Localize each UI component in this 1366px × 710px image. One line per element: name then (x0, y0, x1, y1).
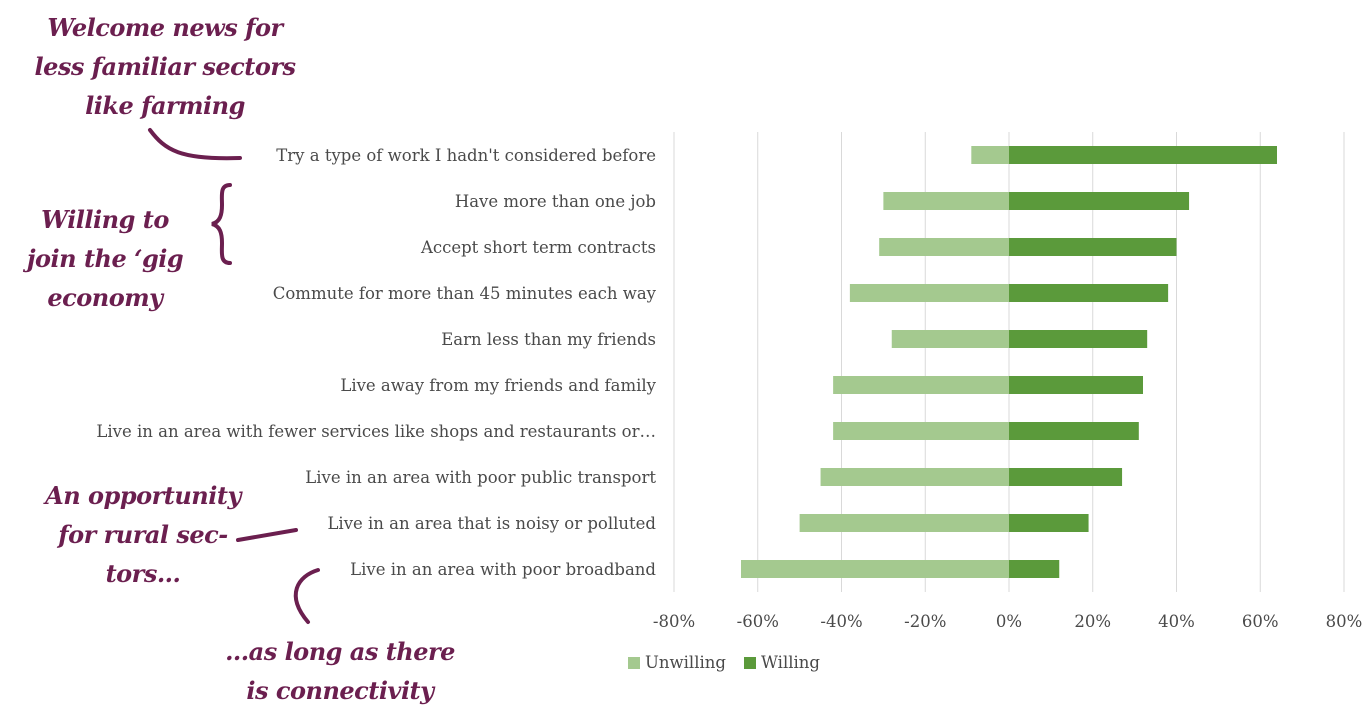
x-tick-label: 60% (1242, 612, 1279, 631)
bar-willing (1009, 146, 1277, 164)
legend-swatch (744, 657, 756, 669)
annotation-line: ...as long as there (225, 637, 455, 666)
annotation-line: for rural sec- (58, 520, 228, 549)
bar-willing (1009, 192, 1190, 210)
category-label: Have more than one job (455, 192, 656, 211)
legend-label: Unwilling (645, 653, 726, 672)
bar-willing (1009, 238, 1177, 256)
bar-unwilling (891, 330, 1009, 348)
x-tick-label: 0% (996, 612, 1022, 631)
annotation-line: is connectivity (246, 676, 434, 705)
legend-swatch (628, 657, 640, 669)
annotation-line: join the ‘gig (26, 244, 184, 273)
bar-willing (1009, 514, 1089, 532)
x-tick-label: -40% (820, 612, 862, 631)
annotation-line: Willing to (41, 205, 169, 234)
annotation-line: economy (47, 283, 163, 312)
category-label: Live in an area with fewer services like… (96, 422, 656, 441)
bar-unwilling (849, 284, 1009, 302)
bar-unwilling (741, 560, 1009, 578)
annotation-gig-economy: Willing to join the ‘gig economy (0, 200, 210, 317)
category-label: Live in an area with poor public transpo… (305, 468, 656, 487)
x-tick-label: -60% (737, 612, 779, 631)
x-tick-label: -20% (904, 612, 946, 631)
x-tick-label: 80% (1326, 612, 1363, 631)
bar-unwilling (879, 238, 1009, 256)
category-label: Live away from my friends and family (340, 376, 656, 395)
annotation-connectivity: ...as long as there is connectivity (190, 632, 490, 710)
bar-willing (1009, 422, 1139, 440)
x-tick-label: 20% (1074, 612, 1111, 631)
annotation-line: tors... (105, 559, 181, 588)
bar-willing (1009, 468, 1123, 486)
bar-unwilling (833, 422, 1009, 440)
x-tick-label: 40% (1158, 612, 1195, 631)
bar-unwilling (833, 376, 1009, 394)
category-label: Try a type of work I hadn't considered b… (276, 146, 656, 165)
annotation-welcome-news: Welcome news for less familiar sectors l… (10, 8, 320, 125)
bar-unwilling (883, 192, 1009, 210)
annotation-line: An opportunity (45, 481, 241, 510)
bar-unwilling (820, 468, 1009, 486)
category-label: Live in an area that is noisy or pollute… (327, 514, 656, 533)
annotation-line: less familiar sectors (34, 52, 296, 81)
category-label: Accept short term contracts (420, 238, 656, 257)
category-label: Live in an area with poor broadband (350, 560, 656, 579)
bar-unwilling (799, 514, 1009, 532)
bar-willing (1009, 284, 1169, 302)
legend-label: Willing (761, 653, 820, 672)
category-label: Commute for more than 45 minutes each wa… (273, 284, 657, 303)
x-tick-label: -80% (653, 612, 695, 631)
annotation-line: like farming (85, 91, 245, 120)
bar-unwilling (971, 146, 1009, 164)
bar-willing (1009, 376, 1143, 394)
category-label: Earn less than my friends (441, 330, 656, 349)
annotation-line: Welcome news for (47, 13, 283, 42)
bar-willing (1009, 560, 1060, 578)
annotation-rural-opportunity: An opportunity for rural sec- tors... (18, 476, 268, 593)
bar-willing (1009, 330, 1148, 348)
